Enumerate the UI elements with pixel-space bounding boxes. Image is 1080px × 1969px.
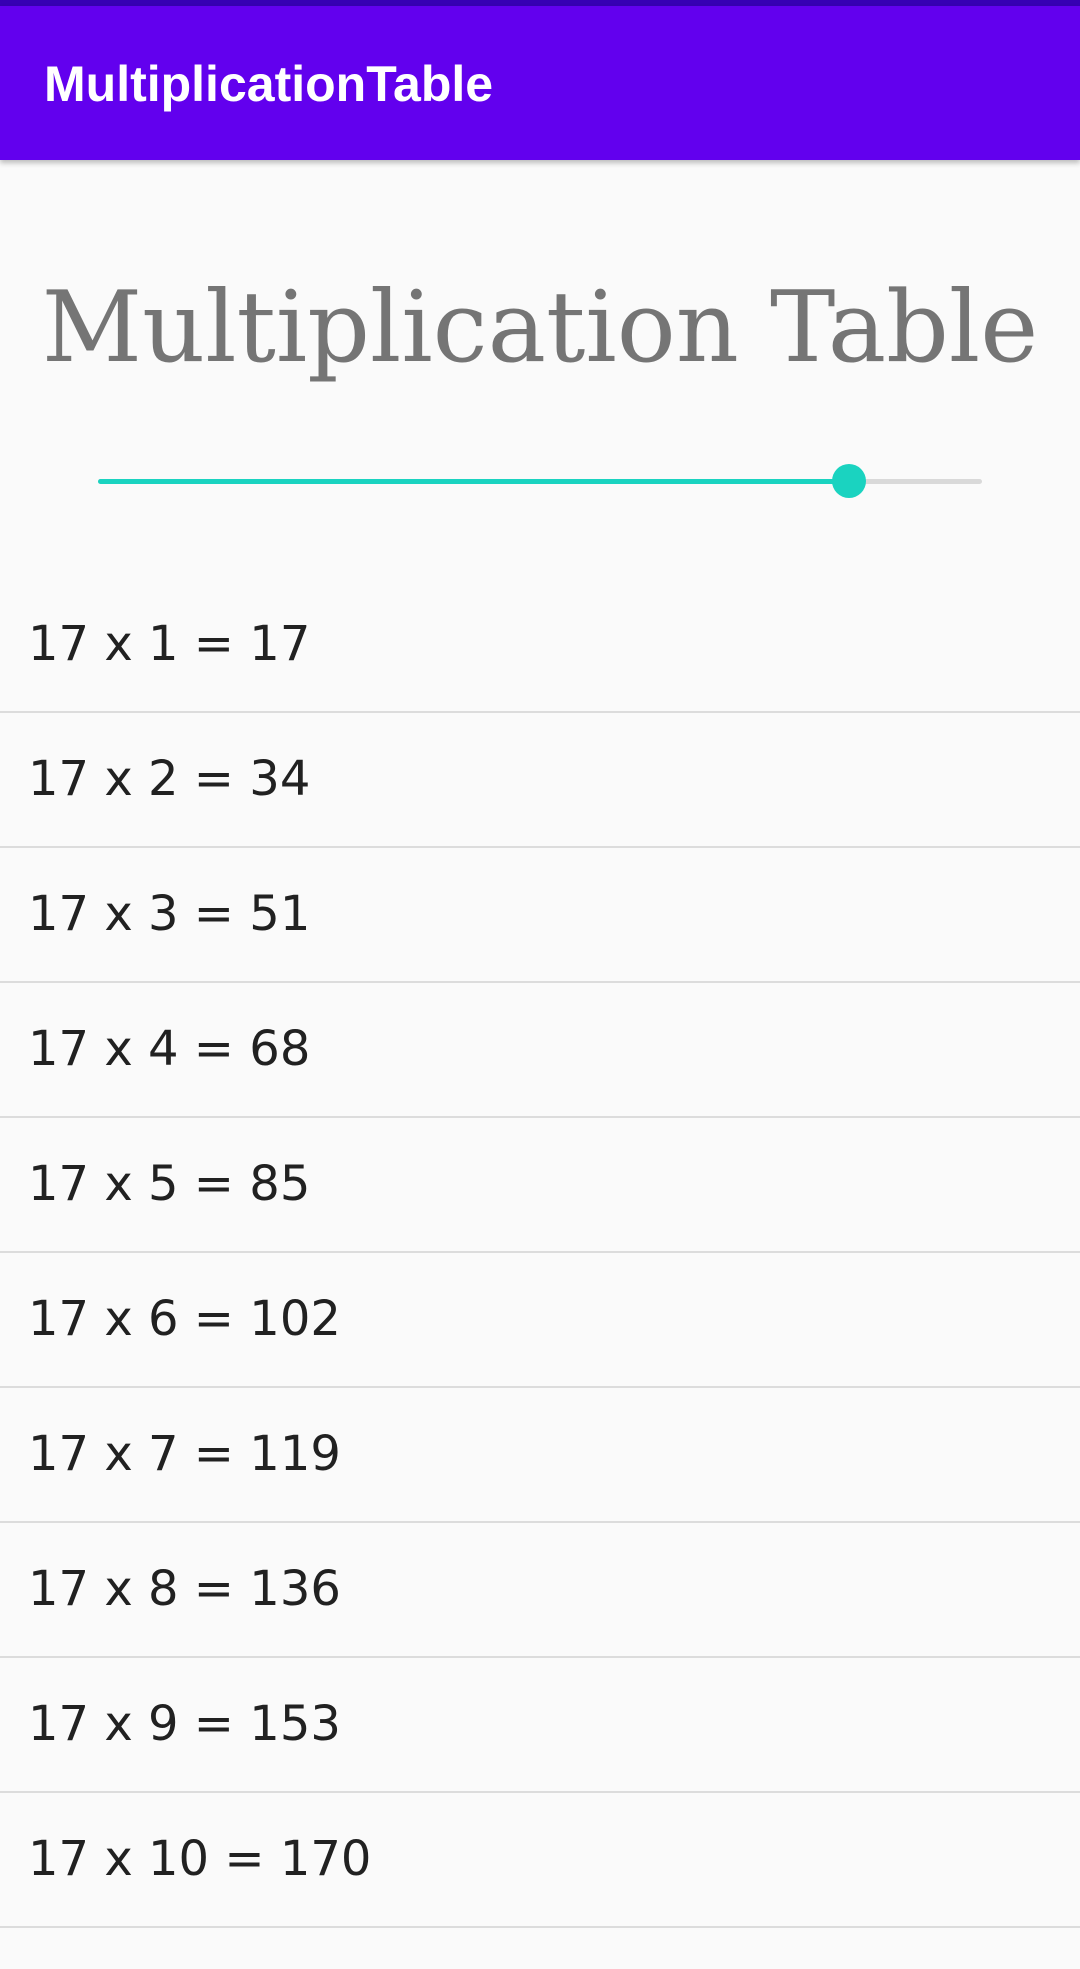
- list-item-text: 17 x 7 = 119: [28, 1426, 341, 1482]
- multiplier-slider[interactable]: [98, 460, 982, 502]
- list-item-text: 17 x 5 = 85: [28, 1156, 311, 1212]
- slider-thumb[interactable]: [832, 464, 867, 498]
- multiplication-list[interactable]: 17 x 1 = 17 17 x 2 = 34 17 x 3 = 51 17 x 4 …: [0, 578, 1080, 1928]
- list-item[interactable]: 17 x 2 = 34: [0, 713, 1080, 848]
- list-item[interactable]: 17 x 1 = 17: [0, 578, 1080, 713]
- list-item-text: 17 x 2 = 34: [28, 751, 311, 807]
- list-item[interactable]: 17 x 9 = 153: [0, 1658, 1080, 1793]
- list-item-text: 17 x 10 = 170: [28, 1831, 372, 1887]
- page-title: Multiplication Table: [41, 271, 1039, 385]
- list-item[interactable]: 17 x 3 = 51: [0, 848, 1080, 983]
- list-item-text: 17 x 1 = 17: [28, 616, 311, 672]
- list-item[interactable]: 17 x 8 = 136: [0, 1523, 1080, 1658]
- app-bar: MultiplicationTable: [0, 6, 1080, 160]
- list-item-text: 17 x 3 = 51: [28, 886, 311, 942]
- list-item[interactable]: 17 x 5 = 85: [0, 1118, 1080, 1253]
- list-item-text: 17 x 4 = 68: [28, 1021, 311, 1077]
- list-item[interactable]: 17 x 7 = 119: [0, 1388, 1080, 1523]
- list-item-text: 17 x 9 = 153: [28, 1696, 341, 1752]
- list-item[interactable]: 17 x 6 = 102: [0, 1253, 1080, 1388]
- status-bar: [0, 0, 1080, 6]
- list-item[interactable]: 17 x 10 = 170: [0, 1793, 1080, 1928]
- app-bar-title: MultiplicationTable: [44, 56, 494, 112]
- list-item-text: 17 x 6 = 102: [28, 1291, 341, 1347]
- list-item[interactable]: 17 x 4 = 68: [0, 983, 1080, 1118]
- slider-fill: [98, 479, 850, 484]
- list-item-text: 17 x 8 = 136: [28, 1561, 341, 1617]
